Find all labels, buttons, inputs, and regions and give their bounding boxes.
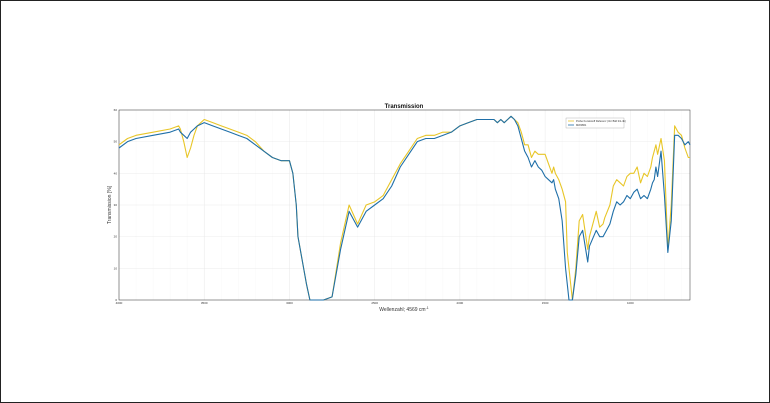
legend-label-1: MW2861 (576, 123, 587, 127)
x-tick-label: 3500 (201, 301, 208, 305)
x-tick-label: 4000 (116, 301, 123, 305)
y-tick-label: 40 (114, 171, 118, 175)
x-tick-label: 1000 (627, 301, 634, 305)
y-axis-label: Transmission [%] (107, 185, 113, 224)
axis-ticks: 4000 3500 3000 2500 2000 1500 1000 0 10 20 30 40 50 6… (114, 108, 634, 305)
series-line-0 (118, 115, 690, 301)
plot-area (118, 109, 691, 301)
y-tick-label: 60 (114, 108, 118, 112)
x-axis-label: Wellenzahl; 4569 cm-1 (379, 306, 428, 313)
series-line-1 (118, 115, 691, 301)
series-group (118, 115, 691, 301)
legend-label-0: Probe Kunststoff Referenz (Vor Bild 3/1-… (576, 119, 626, 123)
grid (118, 109, 690, 301)
legend-box (565, 117, 625, 129)
y-tick-label: 30 (114, 203, 118, 207)
x-tick-label: 2500 (371, 301, 378, 305)
x-tick-label: 2000 (457, 301, 464, 305)
legend: Probe Kunststoff Referenz (Vor Bild 3/1-… (565, 117, 626, 129)
x-tick-label: 1500 (542, 301, 549, 305)
y-tick-label: 10 (114, 266, 118, 270)
y-tick-label: 0 (115, 298, 117, 302)
x-tick-label: 3000 (286, 301, 293, 305)
y-tick-label: 50 (114, 140, 118, 144)
y-tick-label: 20 (114, 235, 118, 239)
chart-title: Transmission (385, 104, 424, 110)
